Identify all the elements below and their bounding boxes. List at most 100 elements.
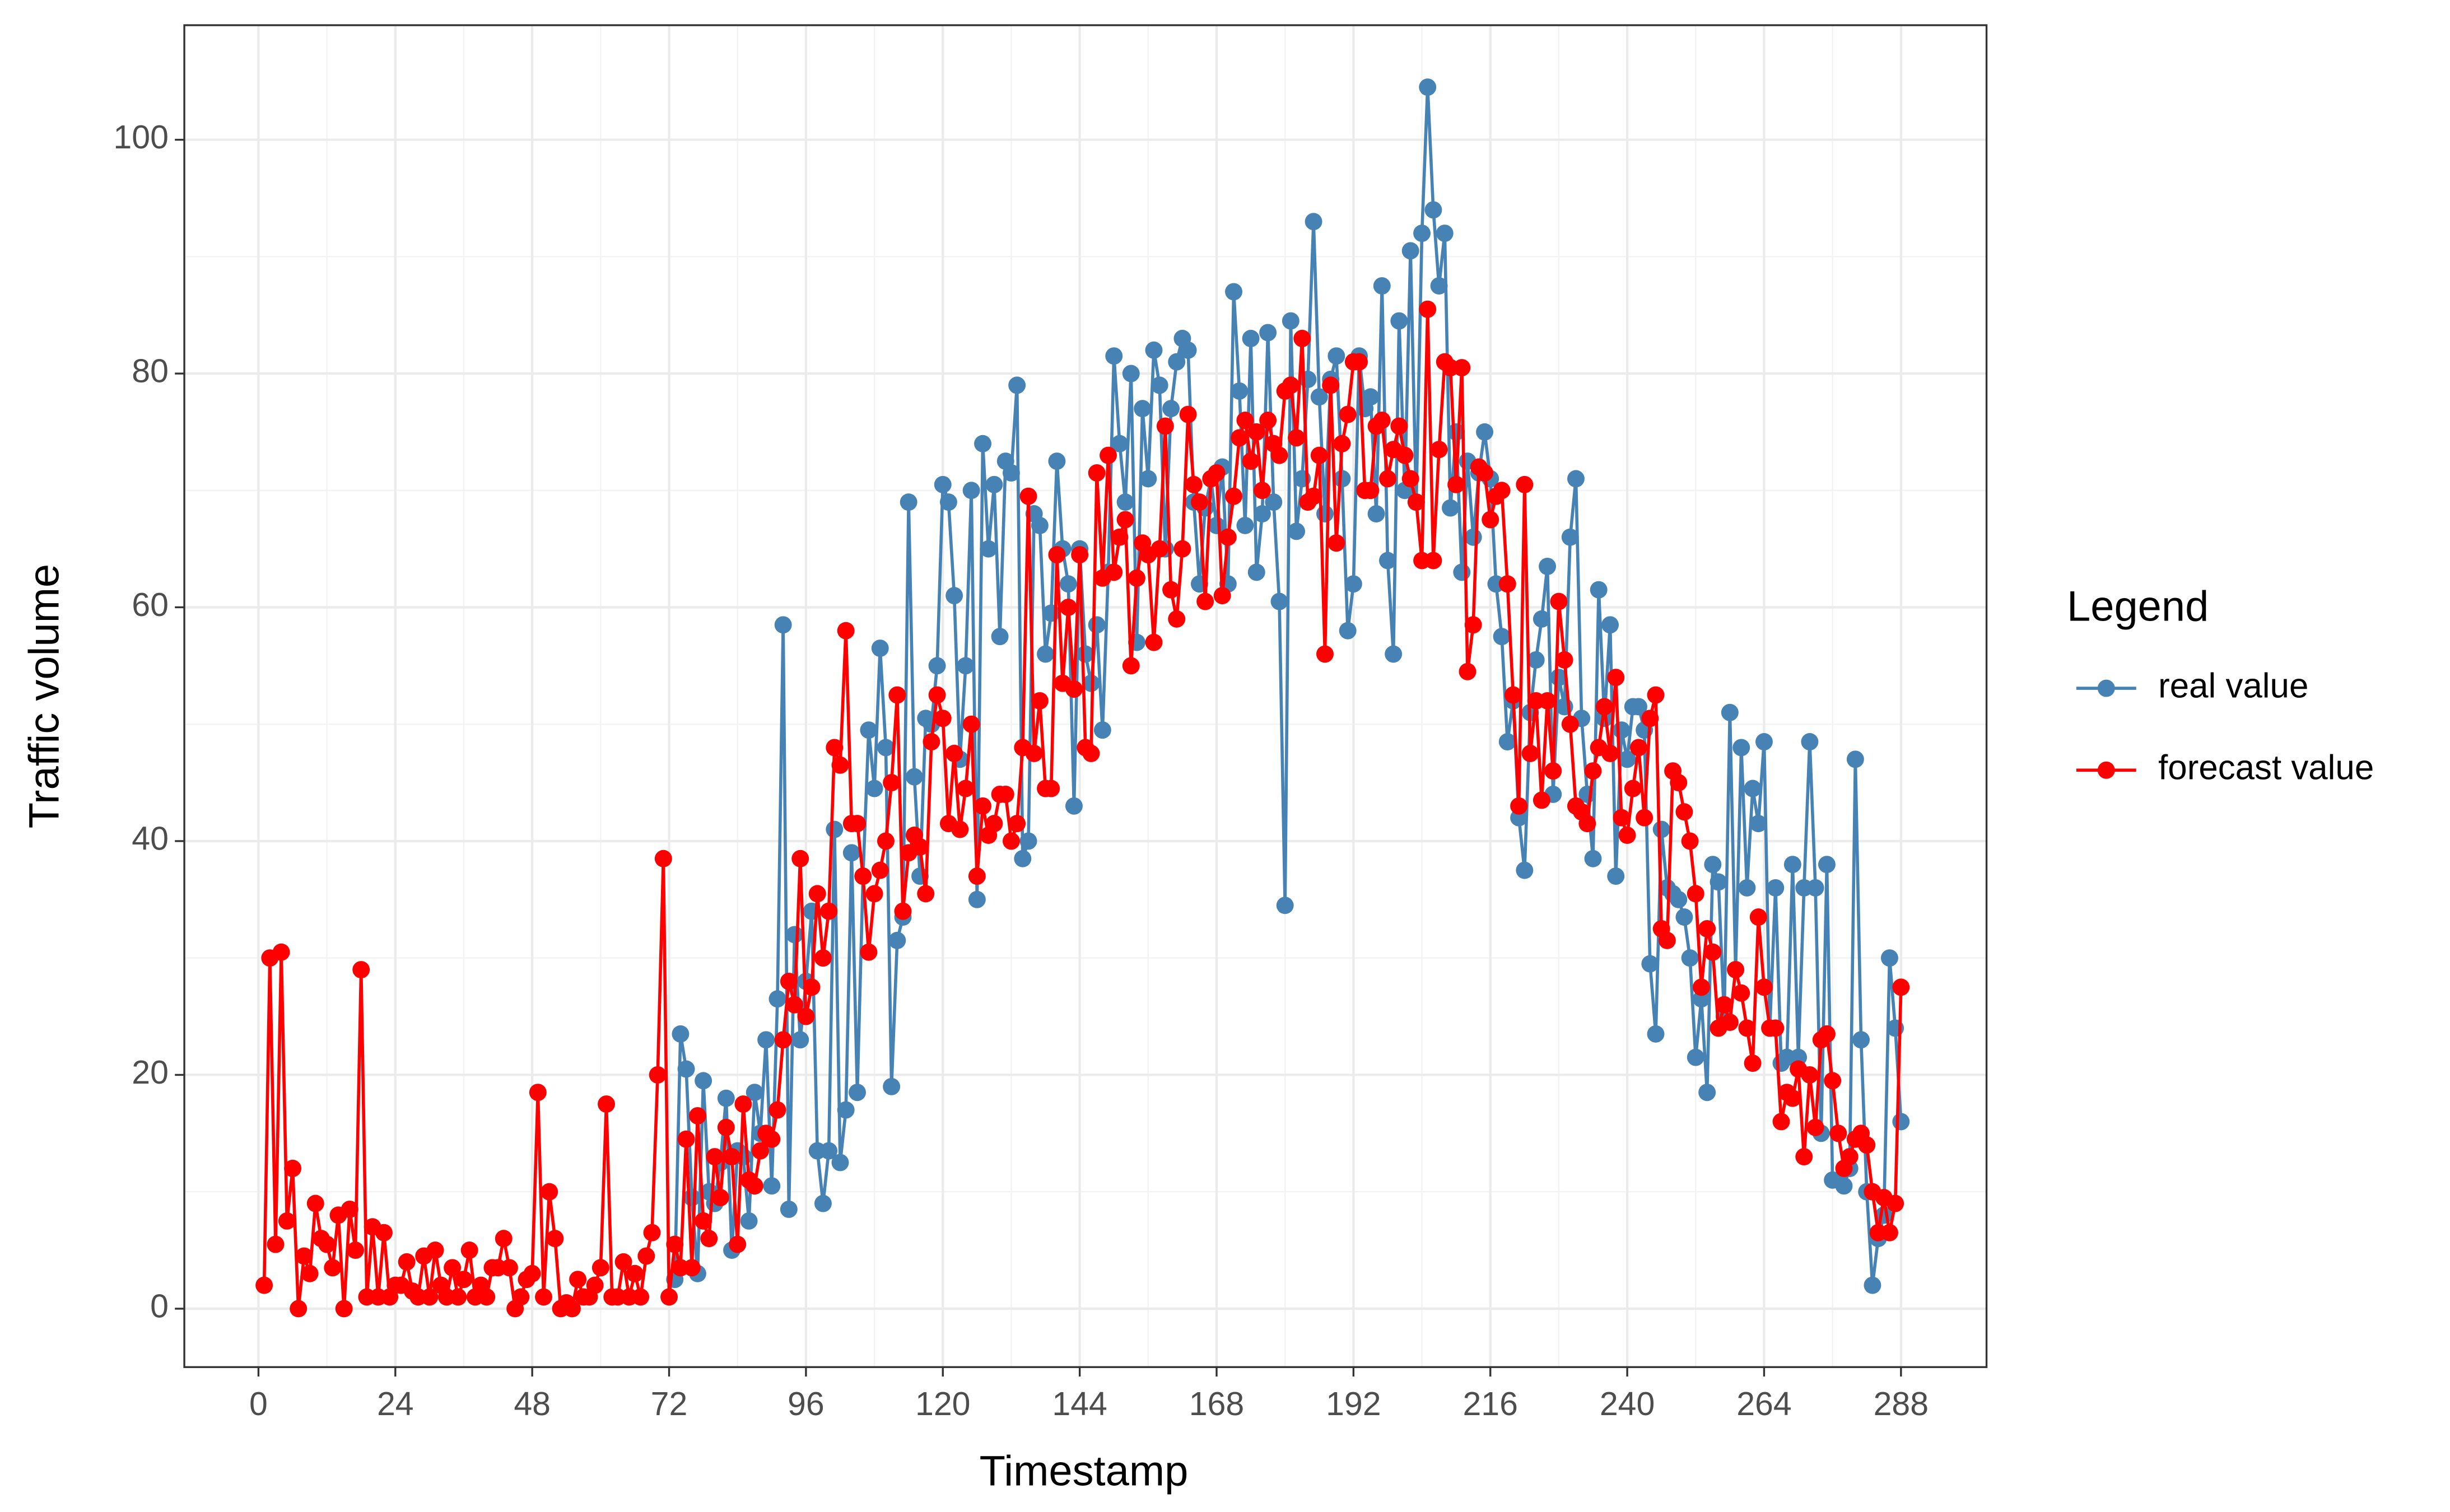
data-point bbox=[1607, 669, 1625, 687]
data-point bbox=[1145, 633, 1163, 651]
data-point bbox=[734, 1095, 752, 1113]
data-point bbox=[957, 780, 975, 797]
data-point bbox=[1288, 522, 1306, 540]
data-point bbox=[1601, 616, 1619, 634]
data-point bbox=[1259, 412, 1277, 429]
data-point bbox=[711, 1189, 729, 1207]
data-point bbox=[546, 1230, 564, 1248]
data-point bbox=[1196, 592, 1214, 610]
data-point bbox=[1378, 470, 1396, 488]
data-point bbox=[1276, 897, 1294, 914]
data-point bbox=[1818, 1025, 1836, 1043]
data-point bbox=[1293, 329, 1311, 347]
data-point bbox=[1100, 446, 1117, 464]
data-point bbox=[1704, 943, 1722, 961]
data-point bbox=[1629, 698, 1647, 716]
data-point bbox=[1419, 300, 1437, 318]
data-point bbox=[1424, 201, 1442, 219]
data-point bbox=[398, 1253, 416, 1271]
data-point bbox=[444, 1259, 462, 1277]
data-point bbox=[1636, 809, 1653, 827]
data-point bbox=[1116, 511, 1134, 529]
data-point bbox=[1521, 744, 1539, 762]
data-point bbox=[1618, 827, 1636, 844]
data-point bbox=[1270, 592, 1288, 610]
data-point bbox=[660, 1288, 678, 1306]
data-point bbox=[1002, 832, 1020, 850]
data-point bbox=[529, 1084, 547, 1102]
data-point bbox=[1516, 861, 1534, 879]
data-point bbox=[1453, 563, 1471, 581]
data-point bbox=[803, 978, 821, 996]
data-point bbox=[1288, 429, 1306, 447]
data-point bbox=[688, 1107, 706, 1124]
data-point bbox=[1595, 698, 1613, 716]
y-tick-label: 20 bbox=[132, 1054, 169, 1091]
data-point bbox=[1578, 815, 1596, 833]
data-point bbox=[751, 1142, 769, 1160]
data-point bbox=[1316, 505, 1334, 522]
data-point bbox=[854, 867, 872, 885]
data-point bbox=[865, 780, 883, 797]
data-point bbox=[1533, 610, 1550, 628]
data-point bbox=[677, 1130, 695, 1148]
data-point bbox=[768, 990, 786, 1008]
data-point bbox=[1299, 370, 1317, 388]
data-point bbox=[1436, 225, 1454, 242]
data-point bbox=[683, 1259, 701, 1277]
data-point bbox=[1539, 692, 1557, 710]
data-point bbox=[905, 768, 923, 786]
data-point bbox=[1510, 797, 1528, 815]
data-point bbox=[1482, 511, 1499, 529]
data-point bbox=[746, 1084, 763, 1102]
data-point bbox=[1641, 710, 1659, 727]
data-point bbox=[1424, 552, 1442, 570]
x-tick-label: 120 bbox=[915, 1385, 971, 1422]
data-point bbox=[974, 797, 992, 815]
data-point bbox=[820, 1142, 838, 1160]
data-point bbox=[1253, 505, 1271, 522]
data-point bbox=[877, 832, 895, 850]
data-point bbox=[1464, 616, 1482, 634]
data-point bbox=[774, 1031, 792, 1049]
data-point bbox=[1687, 1048, 1704, 1066]
x-tick-label: 288 bbox=[1874, 1385, 1929, 1422]
data-point bbox=[1373, 412, 1391, 429]
data-point bbox=[632, 1288, 650, 1306]
data-point bbox=[1333, 470, 1351, 488]
data-point bbox=[1464, 528, 1482, 546]
data-point bbox=[295, 1247, 313, 1265]
data-point bbox=[768, 1101, 786, 1119]
data-point bbox=[1088, 464, 1106, 482]
data-point bbox=[842, 844, 860, 862]
data-point bbox=[985, 475, 1003, 493]
data-point bbox=[1088, 616, 1106, 634]
data-point bbox=[1122, 657, 1140, 675]
data-point bbox=[1516, 475, 1534, 493]
data-point bbox=[1858, 1136, 1876, 1154]
data-point bbox=[1561, 528, 1579, 546]
data-point bbox=[717, 1089, 735, 1107]
data-point bbox=[1727, 961, 1745, 979]
data-point bbox=[1533, 791, 1550, 809]
data-point bbox=[1378, 552, 1396, 570]
data-point bbox=[1835, 1177, 1853, 1195]
x-tick-label: 192 bbox=[1326, 1385, 1381, 1422]
series-line bbox=[673, 85, 1903, 1287]
data-point bbox=[1892, 978, 1910, 996]
data-point bbox=[1527, 651, 1545, 669]
data-point bbox=[421, 1288, 439, 1306]
data-point bbox=[1881, 949, 1898, 967]
data-point bbox=[757, 1031, 775, 1049]
data-point bbox=[455, 1271, 473, 1289]
data-point bbox=[923, 733, 940, 750]
data-point bbox=[1093, 721, 1111, 739]
data-point bbox=[985, 815, 1003, 833]
data-point bbox=[1333, 435, 1351, 452]
data-point bbox=[1225, 487, 1243, 505]
data-point bbox=[797, 1007, 815, 1025]
data-point bbox=[1441, 499, 1459, 517]
data-point bbox=[826, 820, 844, 838]
data-point bbox=[1806, 1118, 1824, 1136]
data-point bbox=[717, 1118, 735, 1136]
